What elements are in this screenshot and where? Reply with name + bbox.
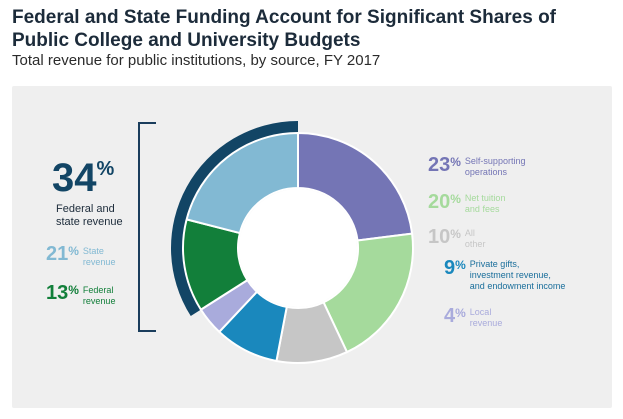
- federal-state-label: Federal and state revenue: [56, 203, 123, 228]
- private-gifts-label: 9% Private gifts, investment revenue, and …: [444, 257, 566, 291]
- chart-title: Federal and State Funding Account for Si…: [12, 7, 557, 51]
- chart-subtitle: Total revenue for public institutions, b…: [12, 52, 381, 69]
- slice-net-tuition: [322, 232, 414, 354]
- all-other-label: 10% All other: [428, 226, 486, 249]
- self-supporting-label: 23% Self-supporting operations: [428, 154, 526, 177]
- group-bracket: [138, 122, 156, 332]
- slice-self-supporting: [297, 131, 414, 242]
- local-revenue-label: 4% Local revenue: [444, 305, 503, 328]
- slice-state-revenue: [185, 131, 299, 235]
- federal-state-percent: 34%: [52, 156, 115, 200]
- federal-state-highlight-arc: [171, 121, 298, 317]
- net-tuition-label: 20% Net tuition and fees: [428, 191, 506, 214]
- state-revenue-label: 21% State revenue: [46, 243, 116, 267]
- federal-revenue-label: 13% Federal revenue: [46, 282, 116, 306]
- donut-hole: [239, 189, 357, 307]
